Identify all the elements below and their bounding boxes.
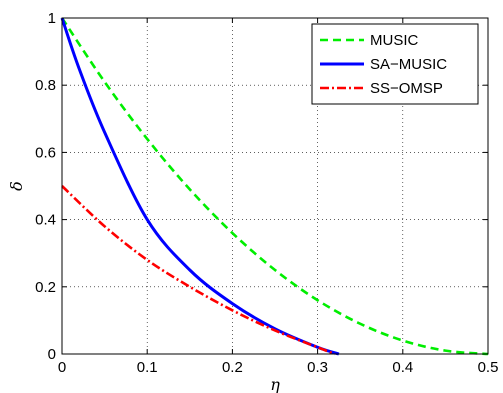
y-tick-label: 0.2 <box>35 279 56 296</box>
x-tick-label: 0.2 <box>222 359 243 376</box>
y-tick-label: 0 <box>48 346 56 363</box>
legend: MUSIC SA−MUSIC SS−OMSP <box>311 23 479 105</box>
series-layer <box>60 17 489 356</box>
ticks: 0 0.1 0.2 0.3 0.4 0.5 0 0.2 0.4 0.6 0.8 1 <box>35 10 498 376</box>
x-tick-label: 0.3 <box>307 359 328 376</box>
y-tick-label: 0.4 <box>35 212 56 229</box>
y-axis-label: δ <box>7 181 26 191</box>
x-tick-label: 0.4 <box>392 359 413 376</box>
y-tick-label: 0.6 <box>35 144 56 161</box>
series-line-ss-omsp <box>61 185 336 356</box>
y-tick-label: 0.8 <box>35 77 56 94</box>
x-tick-label: 0.5 <box>478 359 499 376</box>
legend-label: SA−MUSIC <box>370 56 447 73</box>
legend-label: SS−OMSP <box>370 80 443 97</box>
legend-label: MUSIC <box>370 32 419 49</box>
x-tick-label: 0.1 <box>137 359 158 376</box>
series-line-sa-music <box>60 17 340 356</box>
plot-frame <box>61 17 489 355</box>
series-line-music <box>60 17 489 356</box>
y-tick-label: 1 <box>48 10 56 27</box>
x-tick-label: 0 <box>58 359 66 376</box>
x-axis-label: η <box>270 375 280 393</box>
